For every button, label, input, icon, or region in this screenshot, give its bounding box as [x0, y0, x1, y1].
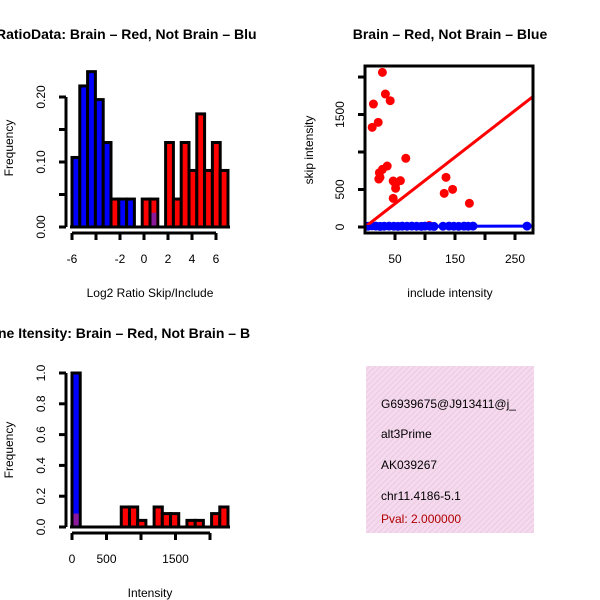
red-point: [391, 179, 401, 189]
x-tick-label: 2: [165, 252, 172, 266]
x-tick-label: 6: [213, 252, 220, 266]
ratio-histogram-panel: RatioData: Brain – Red, Not Brain – Blu …: [0, 26, 257, 300]
histogram-bar: [125, 197, 136, 229]
overlap-bar: [151, 212, 157, 226]
red-point: [464, 198, 474, 208]
info-event-type: alt3Prime: [381, 427, 432, 441]
y-tick-label: 500: [333, 179, 347, 199]
x-tick-label: 50: [388, 252, 402, 266]
y-tick-label: 0.0: [34, 518, 48, 535]
intensity-histogram-ylabel: Frequency: [2, 422, 16, 479]
intensity-scatter-ylabel: skip intensity: [302, 116, 316, 185]
red-point: [368, 99, 378, 109]
y-tick-label: 1500: [333, 101, 347, 128]
red-point: [388, 193, 398, 203]
intensity-histogram-title: ne Itensity: Brain – Red, Not Brain – B: [0, 325, 250, 341]
info-location: chr11.4186-5.1: [381, 489, 461, 503]
red-point: [385, 96, 395, 106]
y-tick-label: 0.8: [34, 395, 48, 412]
x-tick-label: 150: [445, 252, 465, 266]
plot-box: [363, 64, 535, 235]
red-point: [367, 122, 377, 132]
overlap-bar: [73, 513, 79, 526]
x-tick-label: -6: [67, 252, 78, 266]
histogram-bar: [218, 168, 230, 229]
intensity-histogram-panel: ne Itensity: Brain – Red, Not Brain – B …: [0, 325, 250, 600]
ratio-histogram-title: RatioData: Brain – Red, Not Brain – Blu: [0, 26, 257, 42]
intensity-histogram-plot: 0 500 1500 0.0 0.2 0.4 0.6 0.8 1.0: [34, 364, 230, 566]
x-tick-label: 500: [96, 552, 116, 566]
info-pval: Pval: 2.000000: [381, 512, 461, 526]
red-point: [380, 89, 390, 99]
red-point: [448, 184, 458, 194]
ratio-histogram-xlabel: Log2 Ratio Skip/Include: [87, 286, 214, 300]
histogram-bar: [218, 505, 230, 529]
y-tick-label: 0.00: [34, 215, 48, 239]
red-point: [374, 174, 384, 184]
y-tick-label: 0.2: [34, 488, 48, 505]
intensity-histogram-xlabel: Intensity: [128, 586, 173, 600]
red-fit-line: [364, 95, 534, 229]
red-point: [441, 172, 451, 182]
y-tick-label: 0.20: [34, 85, 48, 109]
x-tick-label: 1500: [162, 552, 189, 566]
x-tick-label: 0: [69, 552, 76, 566]
red-point: [401, 153, 411, 163]
ratio-histogram-plot: -6 -2 0 2 4 6 0.00 0.10 0.20: [34, 70, 230, 266]
x-tick-label: -2: [115, 252, 126, 266]
x-tick-label: 0: [141, 252, 148, 266]
intensity-scatter-plot: 50 150 250 0 500 1500: [333, 64, 535, 266]
y-tick-label: 0.10: [34, 150, 48, 174]
histogram-bar: [169, 512, 181, 529]
intensity-scatter-title: Brain – Red, Not Brain – Blue: [353, 26, 548, 42]
y-tick-label: 0: [333, 223, 347, 230]
y-tick-label: 1.0: [34, 364, 48, 381]
red-point: [373, 117, 383, 127]
x-tick-label: 4: [189, 252, 196, 266]
y-tick-label: 0.6: [34, 426, 48, 443]
y-tick-label: 0.4: [34, 457, 48, 474]
info-id: G6939675@J913411@j_: [381, 397, 516, 411]
x-tick-label: 250: [505, 252, 525, 266]
red-point: [439, 188, 449, 198]
intensity-scatter-xlabel: include intensity: [407, 286, 492, 300]
intensity-scatter-panel: Brain – Red, Not Brain – Blue 50 150 25005…: [302, 26, 547, 300]
histogram-bar: [70, 371, 82, 529]
info-box: G6939675@J913411@j_ alt3Prime AK039267 c…: [366, 366, 534, 533]
red-point: [377, 67, 387, 77]
info-accession: AK039267: [381, 458, 437, 472]
ratio-histogram-ylabel: Frequency: [2, 120, 16, 177]
